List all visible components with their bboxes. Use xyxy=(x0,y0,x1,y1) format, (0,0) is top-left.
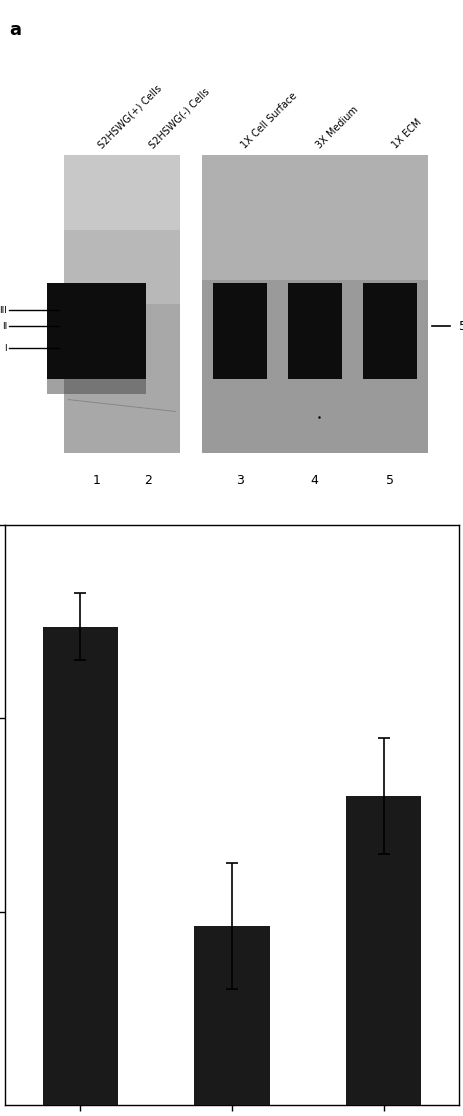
Text: I: I xyxy=(4,344,7,353)
Bar xyxy=(43,626,118,1105)
Text: 4: 4 xyxy=(310,474,318,487)
Bar xyxy=(47,283,145,378)
Text: 56: 56 xyxy=(458,319,463,333)
Bar xyxy=(194,926,269,1105)
Text: 3X Medium: 3X Medium xyxy=(314,104,360,150)
Text: 1X ECM: 1X ECM xyxy=(389,116,422,150)
Text: S2HSWG(-) Cells: S2HSWG(-) Cells xyxy=(147,86,211,150)
Bar xyxy=(47,378,145,394)
Text: S2HSWG(+) Cells: S2HSWG(+) Cells xyxy=(96,83,163,150)
Bar xyxy=(63,155,180,305)
Text: II: II xyxy=(2,321,7,330)
Bar xyxy=(212,283,266,378)
Text: 1: 1 xyxy=(92,474,100,487)
Text: III: III xyxy=(0,306,7,315)
Bar xyxy=(201,155,426,453)
Text: 3: 3 xyxy=(235,474,243,487)
Bar xyxy=(63,155,180,230)
Bar xyxy=(63,305,180,453)
Text: a: a xyxy=(9,21,21,39)
Bar xyxy=(362,283,416,378)
Bar xyxy=(345,796,420,1105)
Text: 1X Cell Surface: 1X Cell Surface xyxy=(239,90,299,150)
Bar xyxy=(287,283,341,378)
Text: 2: 2 xyxy=(144,474,151,487)
Bar xyxy=(201,155,426,280)
Text: 5: 5 xyxy=(385,474,393,487)
